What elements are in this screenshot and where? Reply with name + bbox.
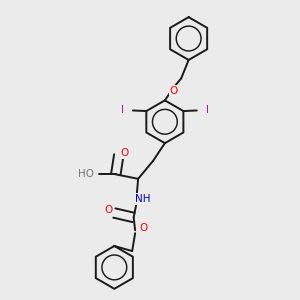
Text: I: I	[206, 106, 209, 116]
Text: I: I	[121, 106, 124, 116]
Text: NH: NH	[135, 194, 151, 204]
Text: O: O	[120, 148, 128, 158]
Text: O: O	[139, 223, 148, 233]
Text: O: O	[104, 205, 112, 215]
Text: HO: HO	[77, 169, 94, 179]
Text: O: O	[170, 86, 178, 96]
